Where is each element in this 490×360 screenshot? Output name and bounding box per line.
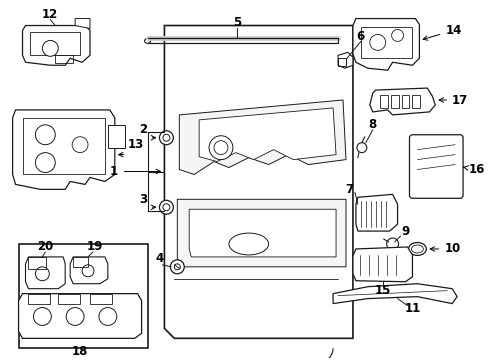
Ellipse shape	[409, 243, 426, 255]
Circle shape	[171, 260, 184, 274]
Bar	[28, 257, 47, 269]
Polygon shape	[23, 118, 105, 175]
Ellipse shape	[412, 245, 423, 253]
Polygon shape	[333, 284, 457, 303]
Text: 17: 17	[439, 94, 468, 107]
Text: 4: 4	[155, 252, 164, 265]
Circle shape	[35, 153, 55, 172]
Circle shape	[159, 200, 173, 214]
Polygon shape	[30, 32, 80, 55]
Bar	[380, 95, 388, 108]
Polygon shape	[70, 257, 108, 284]
Circle shape	[209, 136, 233, 159]
Bar	[413, 95, 420, 108]
Circle shape	[35, 125, 55, 145]
Circle shape	[370, 35, 386, 50]
Circle shape	[99, 307, 117, 325]
Polygon shape	[19, 294, 142, 338]
Text: 5: 5	[233, 16, 241, 29]
Text: 16: 16	[464, 163, 486, 176]
Polygon shape	[338, 52, 353, 68]
Text: 20: 20	[37, 240, 53, 253]
Polygon shape	[75, 19, 90, 28]
Bar	[338, 58, 346, 66]
Text: 2: 2	[140, 123, 147, 136]
Circle shape	[66, 307, 84, 325]
Polygon shape	[353, 247, 413, 282]
Circle shape	[72, 137, 88, 153]
Ellipse shape	[145, 39, 150, 44]
Bar	[55, 55, 73, 63]
Text: 12: 12	[42, 8, 58, 21]
Circle shape	[82, 265, 94, 277]
Bar	[73, 257, 88, 267]
Polygon shape	[23, 26, 90, 65]
Polygon shape	[177, 199, 346, 267]
Circle shape	[159, 131, 173, 145]
Text: 10: 10	[430, 242, 461, 256]
Polygon shape	[189, 209, 336, 257]
Circle shape	[35, 267, 49, 281]
Text: 7: 7	[345, 183, 353, 196]
Polygon shape	[25, 257, 65, 289]
Text: 18: 18	[72, 345, 88, 358]
Circle shape	[214, 141, 228, 154]
Text: 9: 9	[401, 225, 410, 238]
Polygon shape	[13, 110, 115, 189]
Text: 8: 8	[368, 118, 377, 131]
Polygon shape	[353, 19, 419, 70]
Circle shape	[163, 204, 170, 211]
Bar	[19, 244, 147, 348]
Circle shape	[33, 307, 51, 325]
Bar	[90, 294, 112, 303]
Circle shape	[42, 40, 58, 56]
Polygon shape	[179, 100, 346, 175]
Circle shape	[174, 264, 180, 270]
Polygon shape	[370, 88, 435, 115]
Polygon shape	[108, 125, 125, 148]
Ellipse shape	[384, 250, 397, 258]
Circle shape	[392, 30, 404, 41]
Text: 11: 11	[404, 302, 420, 315]
Circle shape	[163, 134, 170, 141]
Polygon shape	[356, 194, 397, 231]
Circle shape	[357, 143, 367, 153]
Circle shape	[387, 238, 398, 250]
Bar	[401, 95, 410, 108]
Polygon shape	[361, 27, 413, 58]
Text: 3: 3	[140, 193, 147, 206]
Text: 6: 6	[357, 30, 365, 43]
Polygon shape	[165, 26, 353, 338]
Text: 1: 1	[110, 165, 118, 178]
Text: 14: 14	[423, 24, 462, 40]
Polygon shape	[199, 108, 336, 162]
Text: 13: 13	[128, 138, 144, 151]
Bar	[391, 95, 398, 108]
Ellipse shape	[229, 233, 269, 255]
Text: 15: 15	[374, 284, 391, 297]
FancyBboxPatch shape	[410, 135, 463, 198]
Bar	[28, 294, 50, 303]
Bar	[58, 294, 80, 303]
Text: 19: 19	[87, 240, 103, 253]
